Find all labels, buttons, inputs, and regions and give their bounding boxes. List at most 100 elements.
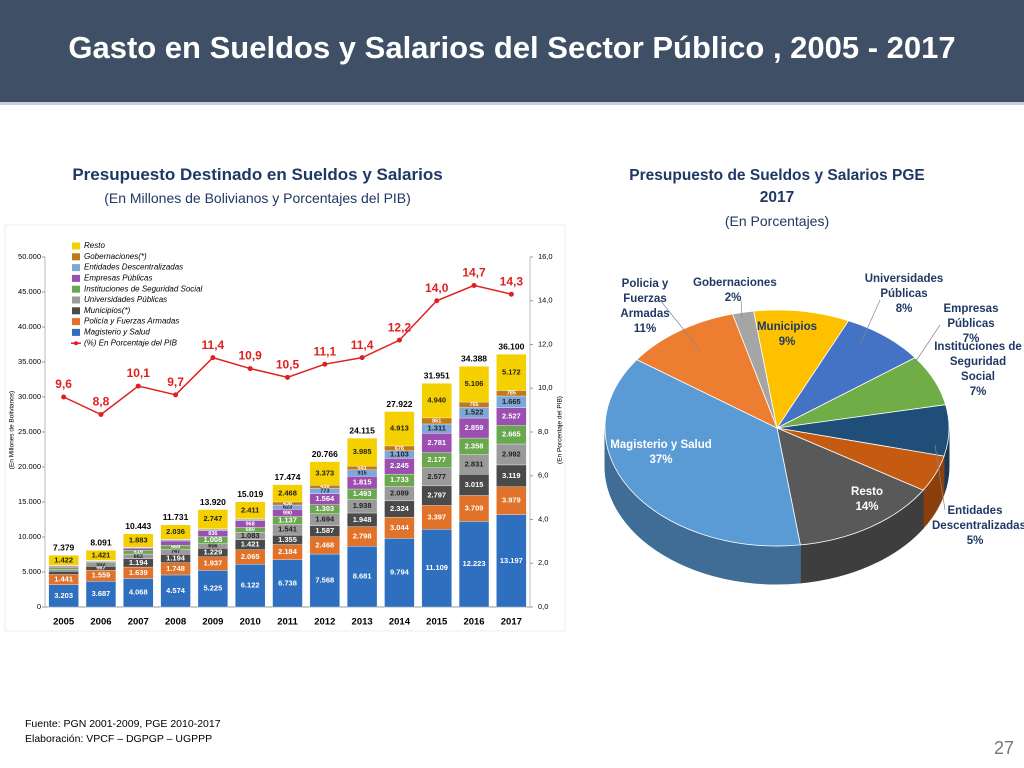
line-point bbox=[322, 361, 328, 367]
segment-label: 1.421 bbox=[241, 540, 260, 549]
segment-label: 2.245 bbox=[390, 461, 409, 470]
x-tick-label: 2005 bbox=[53, 617, 75, 628]
line-label: 14,3 bbox=[500, 274, 524, 288]
total-label: 13.920 bbox=[200, 497, 226, 507]
segment-label: 11.109 bbox=[425, 563, 448, 572]
segment-label: 2.324 bbox=[390, 504, 410, 513]
bar-segment bbox=[458, 366, 490, 403]
segment-label: 2.177 bbox=[427, 455, 446, 464]
bar-segment bbox=[123, 533, 154, 548]
bar-segment bbox=[235, 563, 266, 608]
segment-label: 680 bbox=[246, 527, 255, 533]
pie-category: Empresas Públicas bbox=[943, 303, 999, 330]
legend-label: Municipios(*) bbox=[84, 306, 131, 315]
bar-segment bbox=[160, 524, 191, 540]
segment-label: 438 bbox=[283, 501, 292, 507]
segment-label: 1.587 bbox=[315, 526, 334, 535]
pie-label: Empresas Públicas 7% bbox=[922, 302, 1020, 347]
bar-segment bbox=[123, 578, 154, 608]
bar-segment bbox=[235, 519, 266, 521]
bar-segment bbox=[160, 574, 191, 608]
segment-label: 1.522 bbox=[465, 408, 484, 417]
y2-tick-label: 16,0 bbox=[538, 252, 553, 261]
segment-label: 5.225 bbox=[203, 584, 222, 593]
segment-label: 1.137 bbox=[278, 515, 297, 524]
segment-label: 663 bbox=[134, 554, 143, 560]
bar-segment bbox=[197, 570, 228, 608]
x-tick-label: 2013 bbox=[352, 617, 373, 628]
pie-subtitle: (En Porcentajes) bbox=[724, 213, 830, 229]
header: Gasto en Sueldos y Salarios del Sector P… bbox=[0, 0, 1024, 105]
source: Fuente: PGN 2001-2009, PGE 2010-2017 bbox=[25, 718, 221, 730]
pie-value-label: 7% bbox=[969, 386, 987, 398]
segment-label: 13.197 bbox=[500, 556, 523, 565]
y2-tick-label: 4,0 bbox=[538, 514, 548, 523]
footer: Fuente: PGN 2001-2009, PGE 2010-2017 Ela… bbox=[25, 717, 221, 747]
bar-segment bbox=[197, 529, 228, 531]
x-tick-label: 2010 bbox=[240, 617, 261, 628]
legend-swatch bbox=[72, 296, 80, 304]
segment-label: 3.979 bbox=[502, 496, 521, 505]
bar-segment bbox=[160, 539, 191, 542]
segment-label: 1.883 bbox=[129, 535, 148, 544]
segment-label: 3.373 bbox=[315, 468, 334, 477]
segment-label: 5.106 bbox=[465, 379, 484, 388]
bar-segment bbox=[347, 438, 378, 467]
x-tick-label: 2014 bbox=[389, 617, 411, 628]
segment-label: 6.122 bbox=[241, 581, 260, 590]
pie-value-label: 9% bbox=[778, 336, 796, 348]
legend-label: Policía y Fuerzas Armadas bbox=[84, 317, 179, 326]
segment-label: 1.303 bbox=[315, 504, 334, 513]
line-label: 12,2 bbox=[388, 320, 412, 334]
pie-value-label: 5% bbox=[966, 535, 984, 547]
pie-label: Gobernaciones 2% bbox=[693, 276, 777, 306]
legend-label: Instituciones de Seguridad Social bbox=[84, 284, 203, 293]
line-point bbox=[471, 282, 477, 288]
bar-segment bbox=[309, 553, 340, 608]
segment-label: 1.008 bbox=[203, 535, 222, 544]
segment-label: 502 bbox=[96, 562, 105, 568]
pie-category: Magisterio y Salud bbox=[610, 439, 712, 451]
y-tick-label: 25.000 bbox=[18, 427, 41, 436]
y-tick-label: 15.000 bbox=[18, 497, 41, 506]
segment-label: 5.172 bbox=[502, 367, 521, 376]
line-label: 9,7 bbox=[167, 375, 184, 389]
bar-segment bbox=[85, 550, 117, 561]
segment-label: 4.913 bbox=[390, 424, 409, 433]
page-number: 27 bbox=[993, 738, 1014, 758]
legend-swatch bbox=[72, 307, 80, 315]
legend-label: Resto bbox=[84, 241, 105, 250]
segment-label: 1.694 bbox=[315, 515, 335, 524]
bar-segment bbox=[85, 561, 117, 563]
pie-category: Municipios bbox=[756, 321, 818, 333]
x-tick-label: 2008 bbox=[165, 617, 186, 628]
line-label: 11,4 bbox=[202, 338, 225, 352]
bar-segment bbox=[272, 484, 303, 503]
line-point bbox=[173, 392, 179, 398]
total-label: 27.922 bbox=[386, 399, 412, 409]
segment-label: 2.089 bbox=[390, 489, 409, 498]
y-tick-label: 10.000 bbox=[18, 532, 41, 541]
x-tick-label: 2009 bbox=[202, 617, 223, 628]
segment-label: 2.781 bbox=[427, 438, 446, 447]
segment-label: 4.574 bbox=[166, 586, 186, 595]
segment-label: 990 bbox=[283, 510, 292, 516]
leader-line bbox=[659, 299, 701, 351]
segment-label: 2.797 bbox=[427, 491, 446, 500]
pie-slice bbox=[776, 427, 924, 546]
segment-label: 4.068 bbox=[129, 588, 148, 597]
total-label: 17.474 bbox=[275, 472, 301, 482]
segment-label: 1.083 bbox=[241, 531, 260, 540]
x-tick-label: 2007 bbox=[128, 617, 149, 628]
chart-title: Presupuesto Destinado en Sueldos y Salar… bbox=[72, 165, 443, 184]
segment-label: 3.203 bbox=[54, 591, 73, 600]
pie-value-label: 14% bbox=[855, 501, 879, 513]
segment-label: 1.541 bbox=[278, 525, 297, 534]
bar-segment bbox=[272, 559, 303, 608]
legend-label: Gobernaciones(*) bbox=[84, 252, 147, 261]
segment-label: 2.184 bbox=[278, 547, 298, 556]
segment-label: 567 bbox=[96, 566, 105, 572]
bar-segment bbox=[421, 529, 452, 608]
segment-label: 1.948 bbox=[353, 515, 372, 524]
